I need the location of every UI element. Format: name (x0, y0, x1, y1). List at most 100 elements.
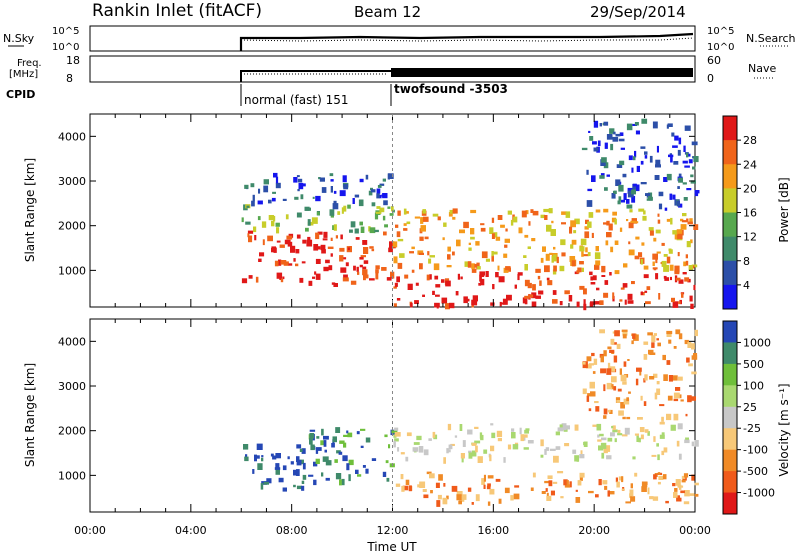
data-point (555, 446, 561, 450)
data-point (539, 280, 542, 286)
data-point (618, 184, 624, 192)
data-point (635, 236, 640, 240)
data-point (565, 425, 570, 430)
data-point (684, 339, 689, 345)
data-point (659, 404, 665, 407)
data-point (678, 203, 683, 208)
data-point (683, 197, 688, 201)
nave-dense-trace (391, 68, 693, 77)
data-point (621, 488, 625, 491)
data-point (546, 224, 552, 232)
data-point (684, 277, 690, 282)
data-point (691, 371, 697, 375)
data-point (609, 491, 615, 495)
data-point (507, 444, 512, 450)
data-point (470, 236, 475, 240)
data-point (592, 424, 599, 427)
data-point (588, 408, 592, 412)
data-point (555, 431, 560, 436)
data-point (628, 391, 631, 394)
data-point (632, 333, 636, 339)
data-point (611, 386, 614, 390)
data-point (612, 425, 616, 430)
data-point (689, 218, 693, 224)
data-point (625, 501, 631, 504)
data-point (640, 259, 643, 265)
data-point (275, 453, 281, 459)
data-point (633, 221, 639, 224)
colorbar-cell (723, 449, 737, 472)
velocity-scatter (243, 329, 699, 507)
data-point (547, 475, 553, 479)
data-point (327, 246, 334, 249)
data-point (586, 169, 589, 175)
data-point (523, 447, 529, 450)
data-point (347, 432, 353, 438)
data-point (340, 234, 343, 240)
data-point (668, 154, 674, 158)
data-point (550, 490, 555, 496)
data-point (656, 338, 659, 341)
data-point (377, 185, 382, 188)
data-point (430, 490, 433, 494)
data-point (485, 258, 490, 262)
data-point (525, 428, 530, 431)
data-point (302, 474, 307, 480)
data-point (680, 399, 684, 402)
data-point (505, 266, 511, 271)
data-point (301, 448, 306, 454)
data-point (658, 293, 661, 300)
data-point (643, 401, 647, 406)
data-point (330, 253, 333, 257)
data-point (653, 267, 657, 271)
data-point (571, 260, 576, 267)
data-point (514, 485, 520, 488)
data-point (691, 343, 695, 350)
data-point (612, 292, 615, 299)
data-point (678, 301, 681, 304)
data-point (576, 301, 580, 308)
data-point (668, 339, 672, 344)
data-point (524, 234, 529, 238)
data-point (620, 199, 626, 203)
data-point (442, 237, 445, 241)
data-point (506, 294, 512, 301)
data-point (339, 479, 342, 486)
freq-left-tick-top: 18 (66, 54, 80, 67)
data-point (507, 210, 512, 215)
data-point (358, 199, 364, 207)
data-point (643, 354, 648, 360)
data-point (274, 467, 281, 470)
data-point (693, 353, 698, 356)
data-point (394, 438, 399, 442)
nsky-trace (239, 32, 694, 51)
data-point (640, 160, 644, 165)
data-point (447, 246, 451, 252)
data-point (357, 474, 362, 477)
data-point (682, 160, 688, 164)
data-point (532, 472, 536, 478)
data-point (563, 479, 568, 486)
colorbar-cell (723, 321, 737, 343)
data-point (644, 429, 649, 433)
data-point (371, 202, 376, 207)
data-point (475, 241, 480, 246)
data-point (329, 173, 334, 177)
data-point (443, 483, 446, 487)
velocity-ylabel: Slant Range [km] (23, 363, 37, 467)
data-point (654, 175, 660, 180)
data-point (609, 128, 615, 134)
velocity-colorbar: 1000 500 100 25 -25 -100 -500 -1000 (722, 320, 775, 515)
nave-label: Nave (748, 62, 776, 75)
data-point (681, 475, 686, 479)
data-point (346, 463, 350, 471)
data-point (510, 495, 514, 501)
data-point (429, 255, 435, 258)
data-point (604, 187, 608, 191)
data-point (652, 261, 655, 266)
data-point (615, 477, 618, 483)
data-point (411, 246, 415, 250)
y-tick-label: 2000 (58, 425, 86, 438)
data-point (626, 199, 630, 204)
data-point (666, 330, 673, 335)
